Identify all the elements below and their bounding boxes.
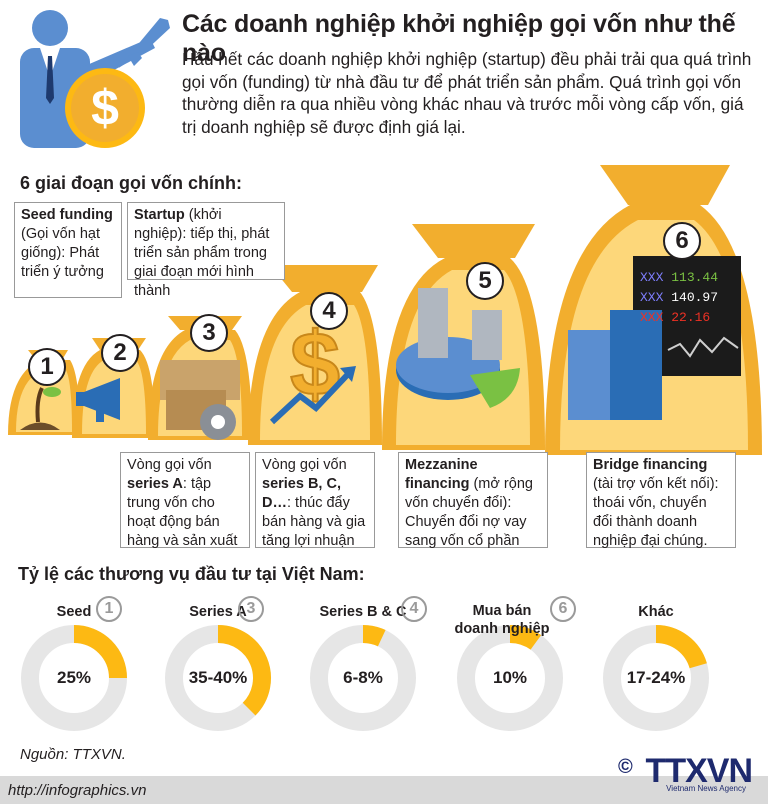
- copyright-icon: ©: [618, 756, 633, 778]
- bag-3-icon: [148, 316, 252, 440]
- callout-startup: Startup (khởi nghiệp): tiếp thị, phát tr…: [127, 202, 285, 299]
- donut-label: Khác: [638, 604, 674, 620]
- callout-bridge-financing: Bridge financing (tài trợ vốn kết nối): …: [586, 452, 736, 549]
- stage-number-6: 6: [663, 222, 701, 260]
- callout-series-a: Vòng gọi vốn series A: tập trung vốn cho…: [120, 452, 250, 549]
- bag-4-icon: $: [248, 265, 382, 445]
- ratio-heading: Tỷ lệ các thương vụ đầu tư tại Việt Nam:: [18, 564, 365, 584]
- stage-number-2: 2: [101, 334, 139, 372]
- money-bags-illustration: $: [8, 165, 762, 455]
- website-link[interactable]: http://infographics.vn: [8, 782, 147, 799]
- footer-bar: [0, 776, 768, 804]
- donut-segment: [217, 625, 271, 716]
- stage-number-5: 5: [466, 262, 504, 300]
- source-text: Nguồn: TTXVN.: [20, 746, 126, 763]
- donut-value: 25%: [56, 668, 92, 687]
- stage-number-4: 4: [310, 292, 348, 330]
- ttxvn-logo: TTXVN: [645, 752, 753, 790]
- donut-label: Seed: [56, 604, 92, 620]
- bag-6-icon: [545, 165, 762, 455]
- stage-ref-icon: 4: [401, 596, 427, 622]
- donut-segment: [655, 625, 707, 669]
- bag-5-icon: [382, 224, 545, 450]
- businessman-rocket-icon: $: [20, 10, 170, 148]
- stock-board: XXX 113.44 XXX 140.97 XXX 22.16: [640, 268, 738, 328]
- donut-label: Series A: [189, 604, 247, 620]
- donut-segment: [509, 625, 542, 650]
- svg-text:$: $: [91, 80, 119, 136]
- donut-label: Series B & C: [319, 604, 407, 620]
- donut-segment: [73, 625, 127, 679]
- stage-ref-icon: 6: [550, 596, 576, 622]
- callout-mezzanine: Mezzanine financing (mở rộng vốn chuyển …: [398, 452, 548, 549]
- stock-row: XXX 22.16: [640, 310, 711, 325]
- stock-row: XXX 113.44: [640, 270, 719, 285]
- stock-row: XXX 140.97: [640, 290, 719, 305]
- stage-number-3: 3: [190, 314, 228, 352]
- callout-series-b: Vòng gọi vốn series B, C, D…: thúc đẩy b…: [255, 452, 375, 549]
- donut-value: 17-24%: [626, 668, 686, 687]
- stage-number-1: 1: [28, 348, 66, 386]
- intro-text: Hầu hết các doanh nghiệp khởi nghiệp (st…: [182, 49, 752, 137]
- callout-seed-funding: Seed funding (Gọi vốn hạt giống): Phát t…: [14, 202, 122, 298]
- donut-value: 10%: [492, 668, 528, 687]
- ratio-donuts: [21, 625, 709, 731]
- stage-ref-icon: 3: [238, 596, 264, 622]
- page-title: Các doanh nghiệp khởi nghiệp gọi vốn như…: [182, 10, 736, 67]
- donut-label: Mua bán doanh nghiệp: [454, 603, 550, 637]
- logo-subtitle: Vietnam News Agency: [666, 784, 746, 793]
- stages-heading: 6 giai đoạn gọi vốn chính:: [20, 173, 243, 193]
- donut-segment: [362, 625, 386, 647]
- donut-value: 6-8%: [343, 668, 383, 687]
- donut-value: 35-40%: [188, 668, 248, 687]
- stage-ref-icon: 1: [96, 596, 122, 622]
